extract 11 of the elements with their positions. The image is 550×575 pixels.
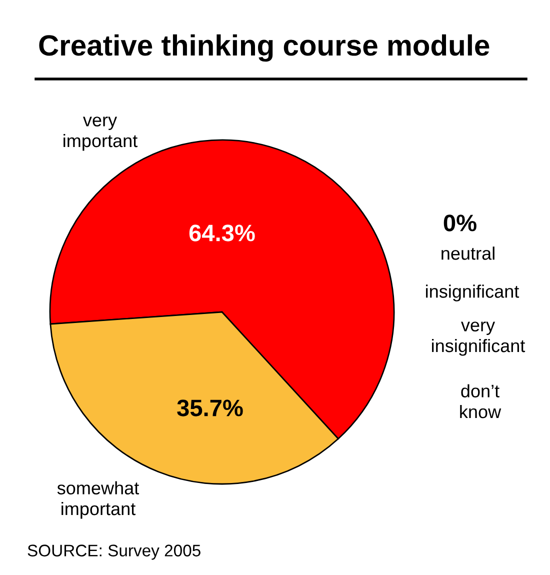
text: 0% [444, 214, 476, 232]
source-note: SOURCE: Survey 2005 [28, 544, 200, 560]
chart-title: Creative thinking course module [39, 34, 490, 62]
slice-label: very important [64, 116, 138, 151]
category-label: insignificant [426, 284, 520, 302]
slice-label: somewhat important [57, 481, 140, 519]
data-label: 64.3% [189, 224, 255, 242]
category-label: very insignificant [432, 322, 526, 356]
category-label: neutral [442, 246, 494, 260]
category-label: don’t know [460, 384, 502, 418]
data-label: 35.7% [177, 400, 243, 416]
